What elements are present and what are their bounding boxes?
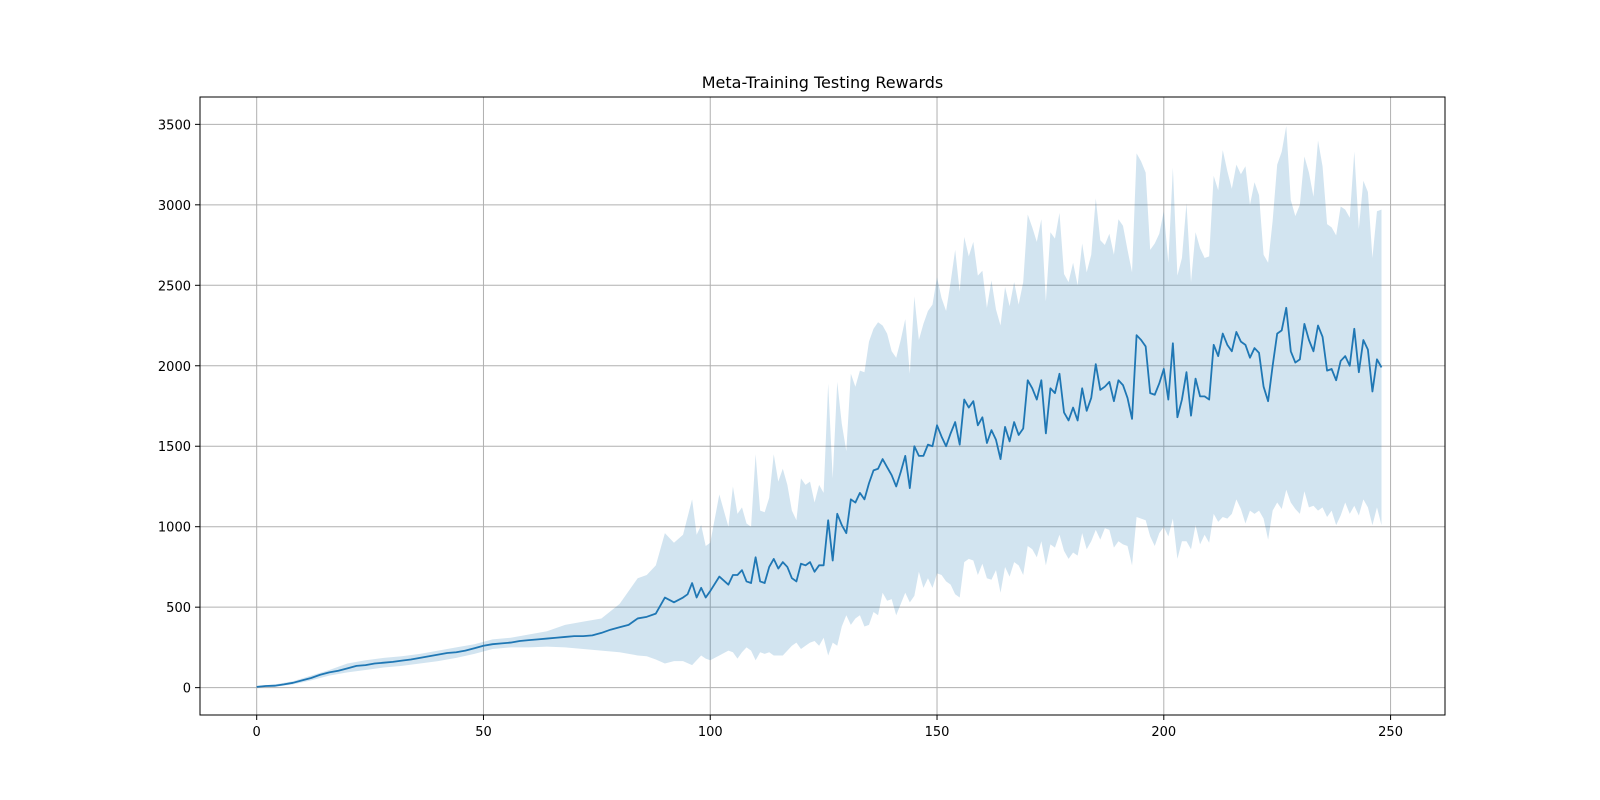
y-tick-label: 0 [183,682,191,697]
x-tick-label: 0 [253,725,261,740]
std-band-layer [256,125,1382,688]
y-tick-label: 3000 [158,199,191,214]
y-tick-label: 1000 [158,521,191,536]
chart-title: Meta-Training Testing Rewards [702,73,944,92]
grid-lines [200,97,1445,715]
x-tick-label: 100 [698,725,723,740]
x-tick-label: 50 [475,725,492,740]
y-tick-label: 500 [166,601,191,616]
x-tick-label: 150 [925,725,950,740]
y-tick-label: 3500 [158,118,191,133]
y-tick-label: 2500 [158,279,191,294]
mean-reward-line [256,306,1383,688]
x-tick-label: 200 [1151,725,1176,740]
std-band [256,125,1382,688]
x-tick-label: 250 [1378,725,1403,740]
y-tick-label: 1500 [158,440,191,455]
y-tick-label: 2000 [158,360,191,375]
mean-line-layer [256,306,1383,688]
axes-frame [199,96,1446,716]
tick-layer: 0 50 100 150 200 2500500100015002000250030003… [158,118,1403,740]
